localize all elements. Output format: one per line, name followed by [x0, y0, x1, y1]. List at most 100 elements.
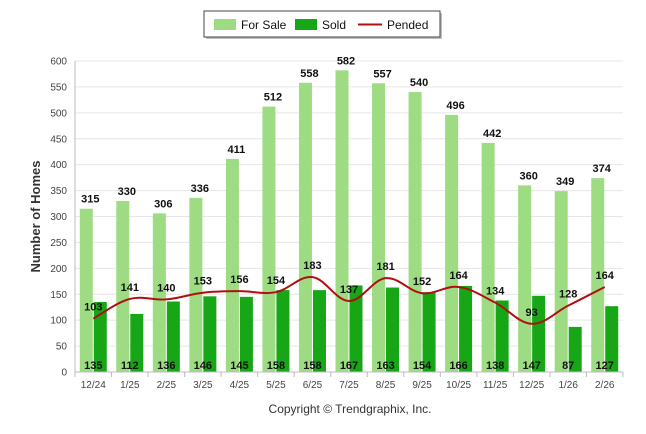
legend-label: For Sale — [241, 18, 287, 32]
x-tick-label: 4/25 — [230, 380, 250, 391]
sold-bar — [459, 285, 473, 372]
sold-value-label: 146 — [194, 360, 212, 372]
sold-value-label: 127 — [596, 360, 614, 372]
x-tick-label: 1/25 — [120, 380, 140, 391]
pended-value-label: 164 — [596, 270, 615, 282]
sold-value-label: 145 — [230, 360, 248, 372]
x-tick-label: 10/25 — [446, 380, 471, 391]
for-sale-bar — [298, 82, 312, 373]
sold-bar — [203, 296, 217, 372]
for-sale-bar — [262, 106, 276, 372]
y-tick-label: 100 — [50, 316, 67, 327]
for-sale-value-label: 582 — [337, 55, 355, 67]
sold-bar — [239, 296, 253, 372]
for-sale-bar — [116, 200, 130, 372]
y-tick-label: 150 — [50, 290, 67, 301]
for-sale-value-label: 558 — [300, 68, 318, 80]
for-sale-bar — [554, 191, 568, 372]
sold-bar — [276, 290, 290, 372]
sold-value-label: 138 — [486, 360, 504, 372]
y-tick-label: 350 — [50, 186, 67, 197]
x-tick-label: 5/25 — [266, 380, 286, 391]
pended-line-layer — [92, 276, 606, 325]
y-tick-label: 400 — [50, 160, 67, 171]
legend-label: Pended — [387, 18, 428, 32]
for-sale-bar — [591, 178, 605, 372]
for-sale-bar — [152, 213, 166, 372]
sold-bar — [349, 285, 363, 372]
pended-value-label: 153 — [194, 276, 212, 288]
sold-bar — [532, 295, 546, 372]
for-sale-value-label: 540 — [410, 77, 428, 89]
y-tick-label: 50 — [56, 342, 68, 353]
legend-swatch — [214, 19, 236, 30]
for-sale-value-label: 557 — [373, 68, 391, 80]
pended-value-label: 181 — [376, 261, 394, 273]
x-tick-label: 12/24 — [81, 380, 106, 391]
sold-bar — [312, 290, 326, 372]
copyright-text: Copyright © Trendgraphix, Inc. — [269, 402, 432, 416]
legend-box — [203, 10, 441, 38]
for-sale-value-label: 330 — [118, 186, 136, 198]
for-sale-value-label: 496 — [446, 100, 464, 112]
y-tick-label: 500 — [50, 108, 67, 119]
sold-value-label: 158 — [303, 360, 321, 372]
y-tick-label: 600 — [50, 57, 67, 68]
for-sale-bar — [408, 92, 422, 372]
x-tick-label: 11/25 — [483, 380, 508, 391]
for-sale-bar — [189, 197, 203, 372]
for-sale-value-label: 360 — [519, 170, 537, 182]
legend-swatch — [295, 19, 317, 30]
sold-value-label: 166 — [449, 360, 467, 372]
x-tick-label: 2/26 — [595, 380, 615, 391]
for-sale-bar — [225, 158, 239, 372]
pended-value-label: 164 — [449, 270, 468, 282]
for-sale-bar — [79, 208, 93, 372]
x-tick-label: 3/25 — [193, 380, 213, 391]
sold-value-label: 163 — [376, 360, 394, 372]
sold-value-label: 136 — [157, 360, 175, 372]
pended-value-label: 141 — [121, 282, 139, 294]
x-tick-label: 8/25 — [376, 380, 396, 391]
sold-value-label: 154 — [413, 360, 432, 372]
sold-bar — [130, 313, 144, 372]
x-axis: 12/24 1/25 2/25 3/25 4/25 5/25 6/25 7/25 8/25 9/2… — [74, 371, 624, 391]
sold-value-label: 167 — [340, 360, 358, 372]
bars — [79, 70, 619, 373]
sold-value-label: 87 — [562, 360, 574, 372]
sold-value-label: 147 — [522, 360, 540, 372]
sold-bar — [568, 326, 582, 372]
for-sale-value-label: 512 — [264, 92, 282, 104]
pended-value-label: 93 — [526, 307, 538, 319]
for-sale-value-label: 315 — [81, 194, 99, 206]
for-sale-value-label: 411 — [228, 144, 246, 156]
for-sale-value-label: 306 — [154, 198, 172, 210]
sold-bar — [166, 301, 180, 372]
for-sale-bar — [445, 114, 459, 372]
pended-value-label: 152 — [413, 276, 431, 288]
sold-bar — [386, 287, 400, 372]
sold-bar — [495, 300, 509, 372]
y-tick-label: 250 — [50, 238, 67, 249]
for-sale-value-label: 442 — [483, 128, 501, 140]
x-tick-label: 2/25 — [157, 380, 177, 391]
for-sale-value-label: 349 — [556, 176, 574, 188]
legend-label: Sold — [322, 18, 346, 32]
pended-value-label: 128 — [559, 289, 577, 301]
sold-bar — [93, 302, 107, 372]
for-sale-value-label: 336 — [191, 183, 209, 195]
y-axis: 0 50 100 150 200 250 300 350 400 450 500 550 600 — [50, 57, 76, 379]
x-tick-label: 12/25 — [519, 380, 544, 391]
for-sale-bar — [372, 83, 386, 372]
sold-bar — [605, 306, 619, 372]
pended-value-label: 154 — [267, 275, 286, 287]
sold-value-label: 112 — [121, 360, 139, 372]
legend: For Sale Sold Pended — [203, 10, 442, 39]
pended-value-label: 134 — [486, 286, 505, 298]
data-labels: 315 135 330 112 306 136 336 146 411 145 512 158 558 1… — [81, 55, 615, 372]
x-tick-label: 6/25 — [303, 380, 323, 391]
sold-value-label: 135 — [84, 360, 102, 372]
y-tick-label: 0 — [61, 368, 67, 379]
